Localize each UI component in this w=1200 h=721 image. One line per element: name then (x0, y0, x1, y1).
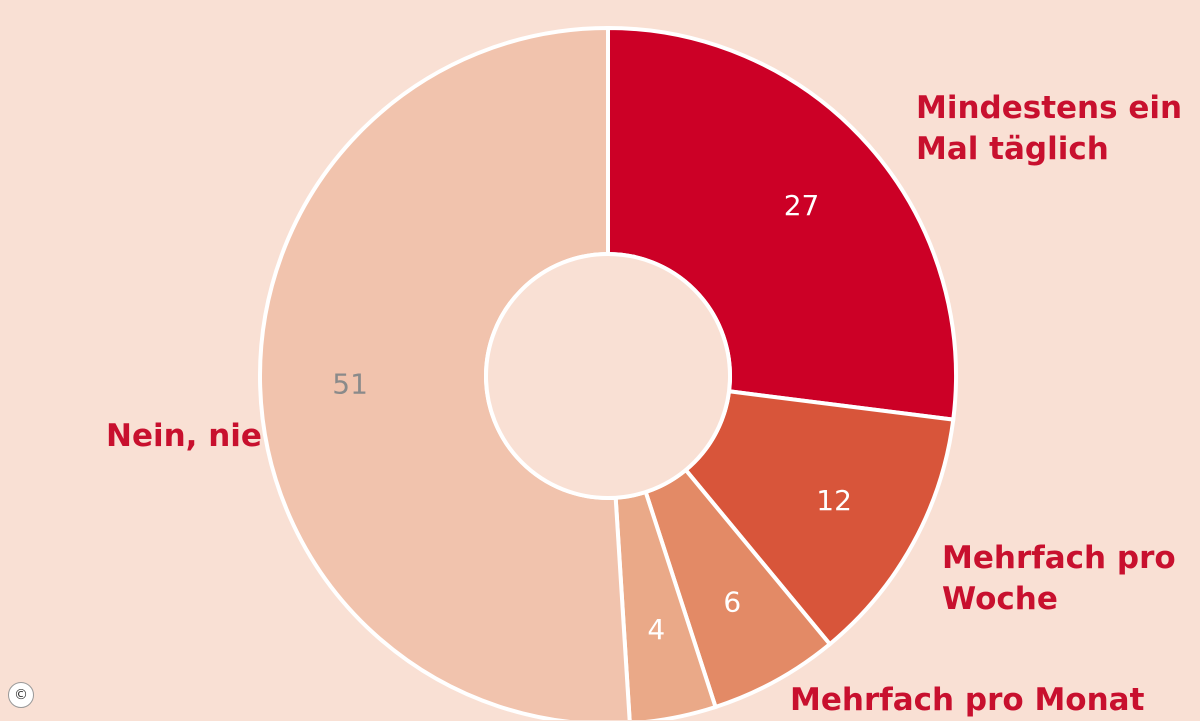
slice-value-label: 6 (723, 586, 741, 619)
slice-value-label: 27 (784, 189, 820, 222)
label-mehrfach-pro-monat: Mehrfach pro Monat (790, 680, 1144, 721)
label-line: Woche (942, 581, 1058, 617)
label-line: Mal täglich (916, 131, 1109, 167)
label-mehrfach-pro-woche: Mehrfach pro Woche (942, 538, 1176, 620)
label-mindestens-ein-mal-taeglich: Mindestens ein Mal täglich (916, 88, 1182, 170)
label-line: Nein, nie (106, 418, 262, 454)
slice-value-label: 51 (332, 368, 368, 401)
slice-value-label: 12 (816, 484, 852, 517)
label-nein-nie: Nein, nie (106, 416, 262, 457)
label-line: Mehrfach pro (942, 540, 1176, 576)
label-line: Mehrfach pro Monat (790, 682, 1145, 718)
copyright-icon: © (8, 682, 34, 708)
donut-hole (484, 252, 732, 500)
label-line: Mindestens ein (916, 90, 1183, 126)
slice-value-label: 4 (647, 613, 665, 646)
